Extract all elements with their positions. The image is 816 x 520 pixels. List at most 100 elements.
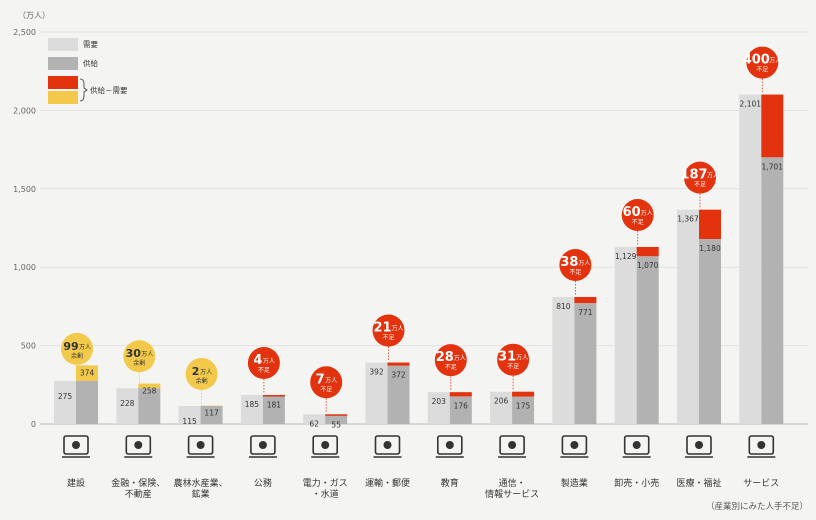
manufacturing-icon bbox=[560, 435, 589, 458]
bar-supply bbox=[761, 157, 784, 424]
gap-kind: 不足 bbox=[569, 269, 581, 276]
legend-brace bbox=[79, 78, 88, 102]
bar-demand bbox=[490, 391, 513, 424]
gap-unit: 万人 bbox=[325, 377, 337, 384]
transport-icon-mark bbox=[383, 441, 392, 449]
bar-supply bbox=[387, 365, 410, 424]
bar-supply bbox=[574, 303, 597, 424]
legend-swatch-shortage bbox=[48, 76, 78, 89]
category-label: 電力・ガス bbox=[303, 477, 348, 489]
gap-unit: 万人 bbox=[391, 326, 403, 333]
gap-kind: 不足 bbox=[694, 182, 706, 189]
gap-unit: 万人 bbox=[141, 351, 153, 358]
telecom-icon-mark bbox=[508, 441, 517, 449]
gap-unit: 万人 bbox=[769, 58, 781, 65]
gap-bubble bbox=[123, 340, 156, 373]
bar-supply bbox=[138, 388, 161, 424]
construction-icon bbox=[62, 435, 90, 458]
category-label: 医療・福祉 bbox=[676, 477, 721, 489]
bar-supply bbox=[699, 238, 721, 424]
medical-icon bbox=[685, 435, 713, 458]
gap-unit: 万人 bbox=[641, 210, 653, 217]
value-label-supply: 181 bbox=[267, 401, 282, 410]
value-label-supply: 55 bbox=[331, 420, 341, 429]
medical-icon-frame bbox=[686, 435, 712, 455]
legend-label-demand: 需要 bbox=[83, 40, 98, 49]
gap-bubble bbox=[621, 198, 654, 231]
bar-shortage-segment bbox=[387, 362, 410, 366]
value-label-demand: 810 bbox=[556, 302, 571, 311]
bar-demand bbox=[116, 388, 139, 424]
value-label-demand: 62 bbox=[309, 419, 319, 428]
value-label-supply: 374 bbox=[80, 368, 95, 377]
gap-unit: 万人 bbox=[263, 358, 275, 365]
value-label-supply: 176 bbox=[454, 401, 469, 410]
bar-demand bbox=[552, 296, 575, 424]
bar-shortage-segment bbox=[761, 94, 784, 158]
y-tick-label: 1,000 bbox=[13, 263, 36, 272]
gap-value: 28 bbox=[436, 350, 454, 365]
category-label: 情報サービス bbox=[485, 488, 539, 500]
value-label-demand: 115 bbox=[182, 417, 197, 426]
utilities-icon-mark bbox=[321, 441, 330, 449]
bar-surplus-segment bbox=[76, 365, 98, 381]
utilities-icon bbox=[311, 435, 340, 458]
gap-value: 60 bbox=[623, 205, 641, 220]
gap-kind: 不足 bbox=[632, 219, 644, 226]
y-tick-label: 2,000 bbox=[13, 106, 36, 115]
gap-bubble bbox=[310, 366, 343, 399]
gap-kind: 不足 bbox=[507, 364, 519, 371]
category-label: 通信・ bbox=[499, 477, 526, 489]
y-tick-label: 2,500 bbox=[13, 28, 36, 37]
education-icon-mark bbox=[445, 441, 454, 449]
gap-bubble bbox=[746, 46, 779, 79]
legend: 需要 供給 供給－需要 bbox=[48, 38, 128, 104]
gap-unit: 万人 bbox=[454, 355, 466, 362]
transport-icon bbox=[373, 435, 402, 458]
value-label-demand: 1,367 bbox=[677, 215, 699, 224]
gap-unit: 万人 bbox=[200, 369, 212, 376]
value-label-demand: 392 bbox=[369, 368, 384, 377]
construction-icon-frame bbox=[63, 435, 89, 455]
y-unit-label: （万人） bbox=[18, 11, 50, 20]
gap-kind: 不足 bbox=[382, 335, 394, 342]
gap-bubble bbox=[247, 346, 280, 379]
gap-value: 4 bbox=[253, 353, 262, 368]
category-label: 金融・保険、 bbox=[111, 477, 165, 489]
manufacturing-icon-mark bbox=[570, 441, 579, 449]
category-label: 教育 bbox=[441, 477, 459, 489]
category-label: 鉱業 bbox=[192, 488, 210, 500]
bar-demand bbox=[240, 394, 263, 424]
y-axis: 0 500 1,000 1,500 2,000 2,500 bbox=[13, 28, 36, 429]
bar-demand bbox=[614, 246, 637, 424]
bar-shortage-segment bbox=[512, 391, 535, 397]
gap-value: 7 bbox=[316, 372, 325, 387]
bar-demand bbox=[739, 94, 762, 424]
telecom-icon bbox=[498, 435, 527, 458]
public-office-icon bbox=[248, 435, 277, 458]
bar-demand bbox=[365, 362, 388, 424]
value-label-demand: 1,129 bbox=[615, 252, 637, 261]
gap-value: 187 bbox=[680, 168, 707, 183]
y-tick-label: 0 bbox=[31, 420, 36, 429]
value-label-demand: 203 bbox=[432, 397, 447, 406]
telecom-icon-frame bbox=[499, 435, 525, 455]
category-label: 卸売・小売 bbox=[614, 477, 659, 489]
gap-bubble bbox=[372, 314, 405, 347]
gap-value: 31 bbox=[498, 350, 516, 365]
category-label: 運輸・郵便 bbox=[365, 477, 410, 489]
gap-kind: 余剰 bbox=[71, 352, 83, 360]
value-label-demand: 185 bbox=[245, 400, 260, 409]
bar-shortage-segment bbox=[574, 296, 597, 304]
footnote: （産業別にみた人手不足） bbox=[706, 501, 808, 512]
bar-supply bbox=[76, 380, 98, 424]
bar-demand bbox=[303, 414, 326, 424]
bar-shortage-segment bbox=[325, 414, 348, 416]
bar-supply bbox=[325, 415, 348, 424]
bar-demand bbox=[677, 209, 699, 424]
gap-unit: 万人 bbox=[79, 344, 91, 351]
